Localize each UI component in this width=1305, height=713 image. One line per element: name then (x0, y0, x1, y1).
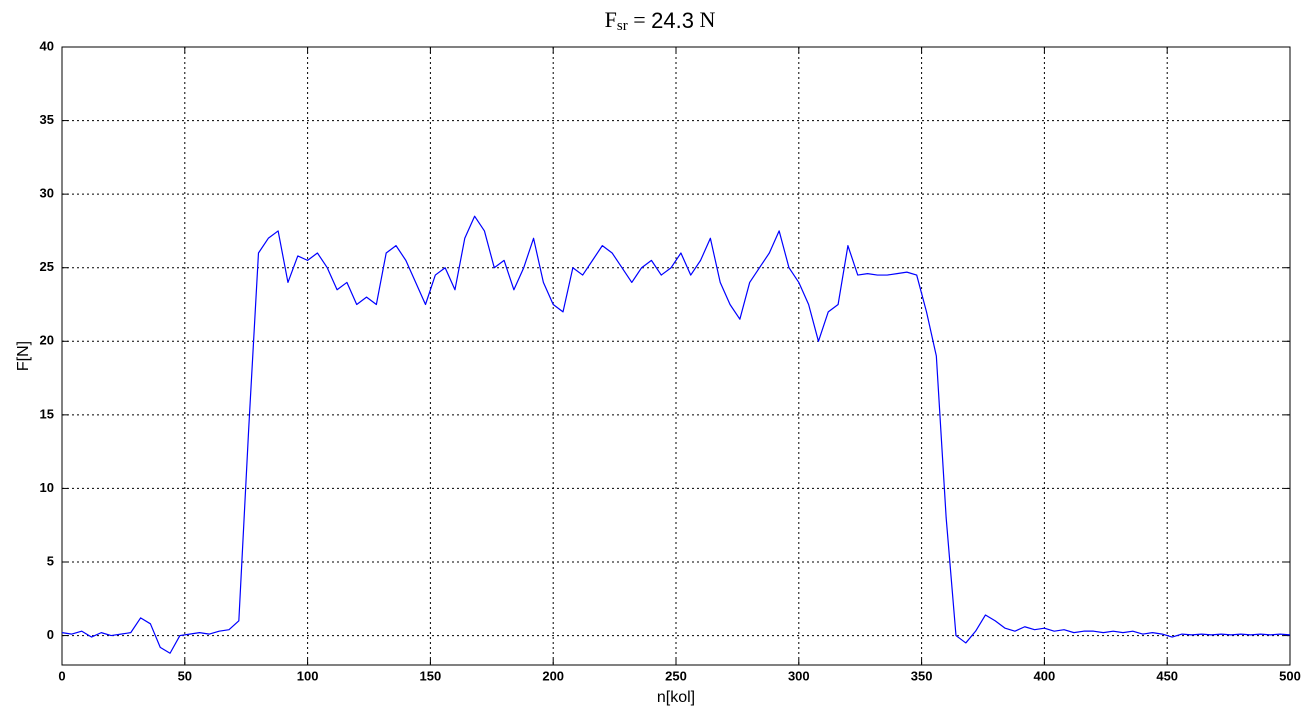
x-tick-label: 300 (788, 668, 810, 683)
y-tick-label: 0 (47, 627, 54, 642)
plot-frame (61, 46, 1291, 666)
y-tick-label: 10 (40, 480, 54, 495)
x-tick-label: 350 (911, 668, 933, 683)
title-equals: = (628, 7, 651, 32)
y-tick-label: 20 (40, 333, 54, 348)
y-tick-label: 30 (40, 186, 54, 201)
title-subscript: sr (617, 18, 628, 34)
data-line (61, 215, 1291, 654)
y-tick-label: 35 (40, 112, 54, 127)
y-tick-label: 5 (47, 553, 54, 568)
y-axis-label: F[N] (15, 341, 32, 371)
title-symbol: F (605, 7, 617, 32)
x-tick-label: 250 (665, 668, 687, 683)
y-tick-label: 25 (40, 259, 54, 274)
title-unit: N (694, 7, 716, 32)
x-tick-label: 200 (542, 668, 564, 683)
title-value: 24.3 (651, 8, 694, 33)
y-tick-label: 15 (40, 406, 54, 421)
x-axis-label: n[kol] (657, 689, 695, 706)
x-tick-label: 500 (1279, 668, 1301, 683)
x-tick-label: 400 (1034, 668, 1056, 683)
x-tick-label: 0 (58, 668, 65, 683)
x-tick-label: 450 (1156, 668, 1178, 683)
x-tick-label: 50 (178, 668, 192, 683)
x-tick-label: 100 (297, 668, 319, 683)
y-tick-label: 40 (40, 38, 54, 53)
x-tick-label: 150 (420, 668, 442, 683)
chart-title: Fsr = 24.3 N (605, 7, 716, 34)
